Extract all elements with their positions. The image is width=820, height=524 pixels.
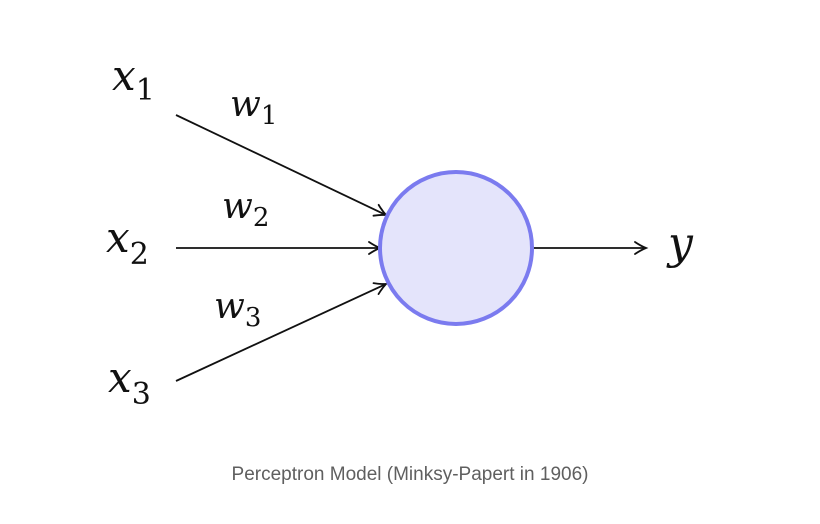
input-label-x1: x1 — [112, 51, 155, 108]
neuron-node — [378, 170, 534, 326]
weight-label-w1: w1 — [230, 84, 277, 131]
edge-x1-to-neuron — [175, 114, 389, 217]
edge-x3-to-neuron — [175, 282, 389, 382]
weight-label-w3: w3 — [214, 286, 261, 333]
weight-label-w2: w2 — [222, 186, 269, 233]
output-label-y: y — [666, 218, 694, 269]
input-label-x3: x3 — [108, 353, 151, 412]
figure-caption: Perceptron Model (Minksy-Papert in 1906) — [231, 464, 589, 485]
input-label-x2: x2 — [106, 213, 149, 272]
